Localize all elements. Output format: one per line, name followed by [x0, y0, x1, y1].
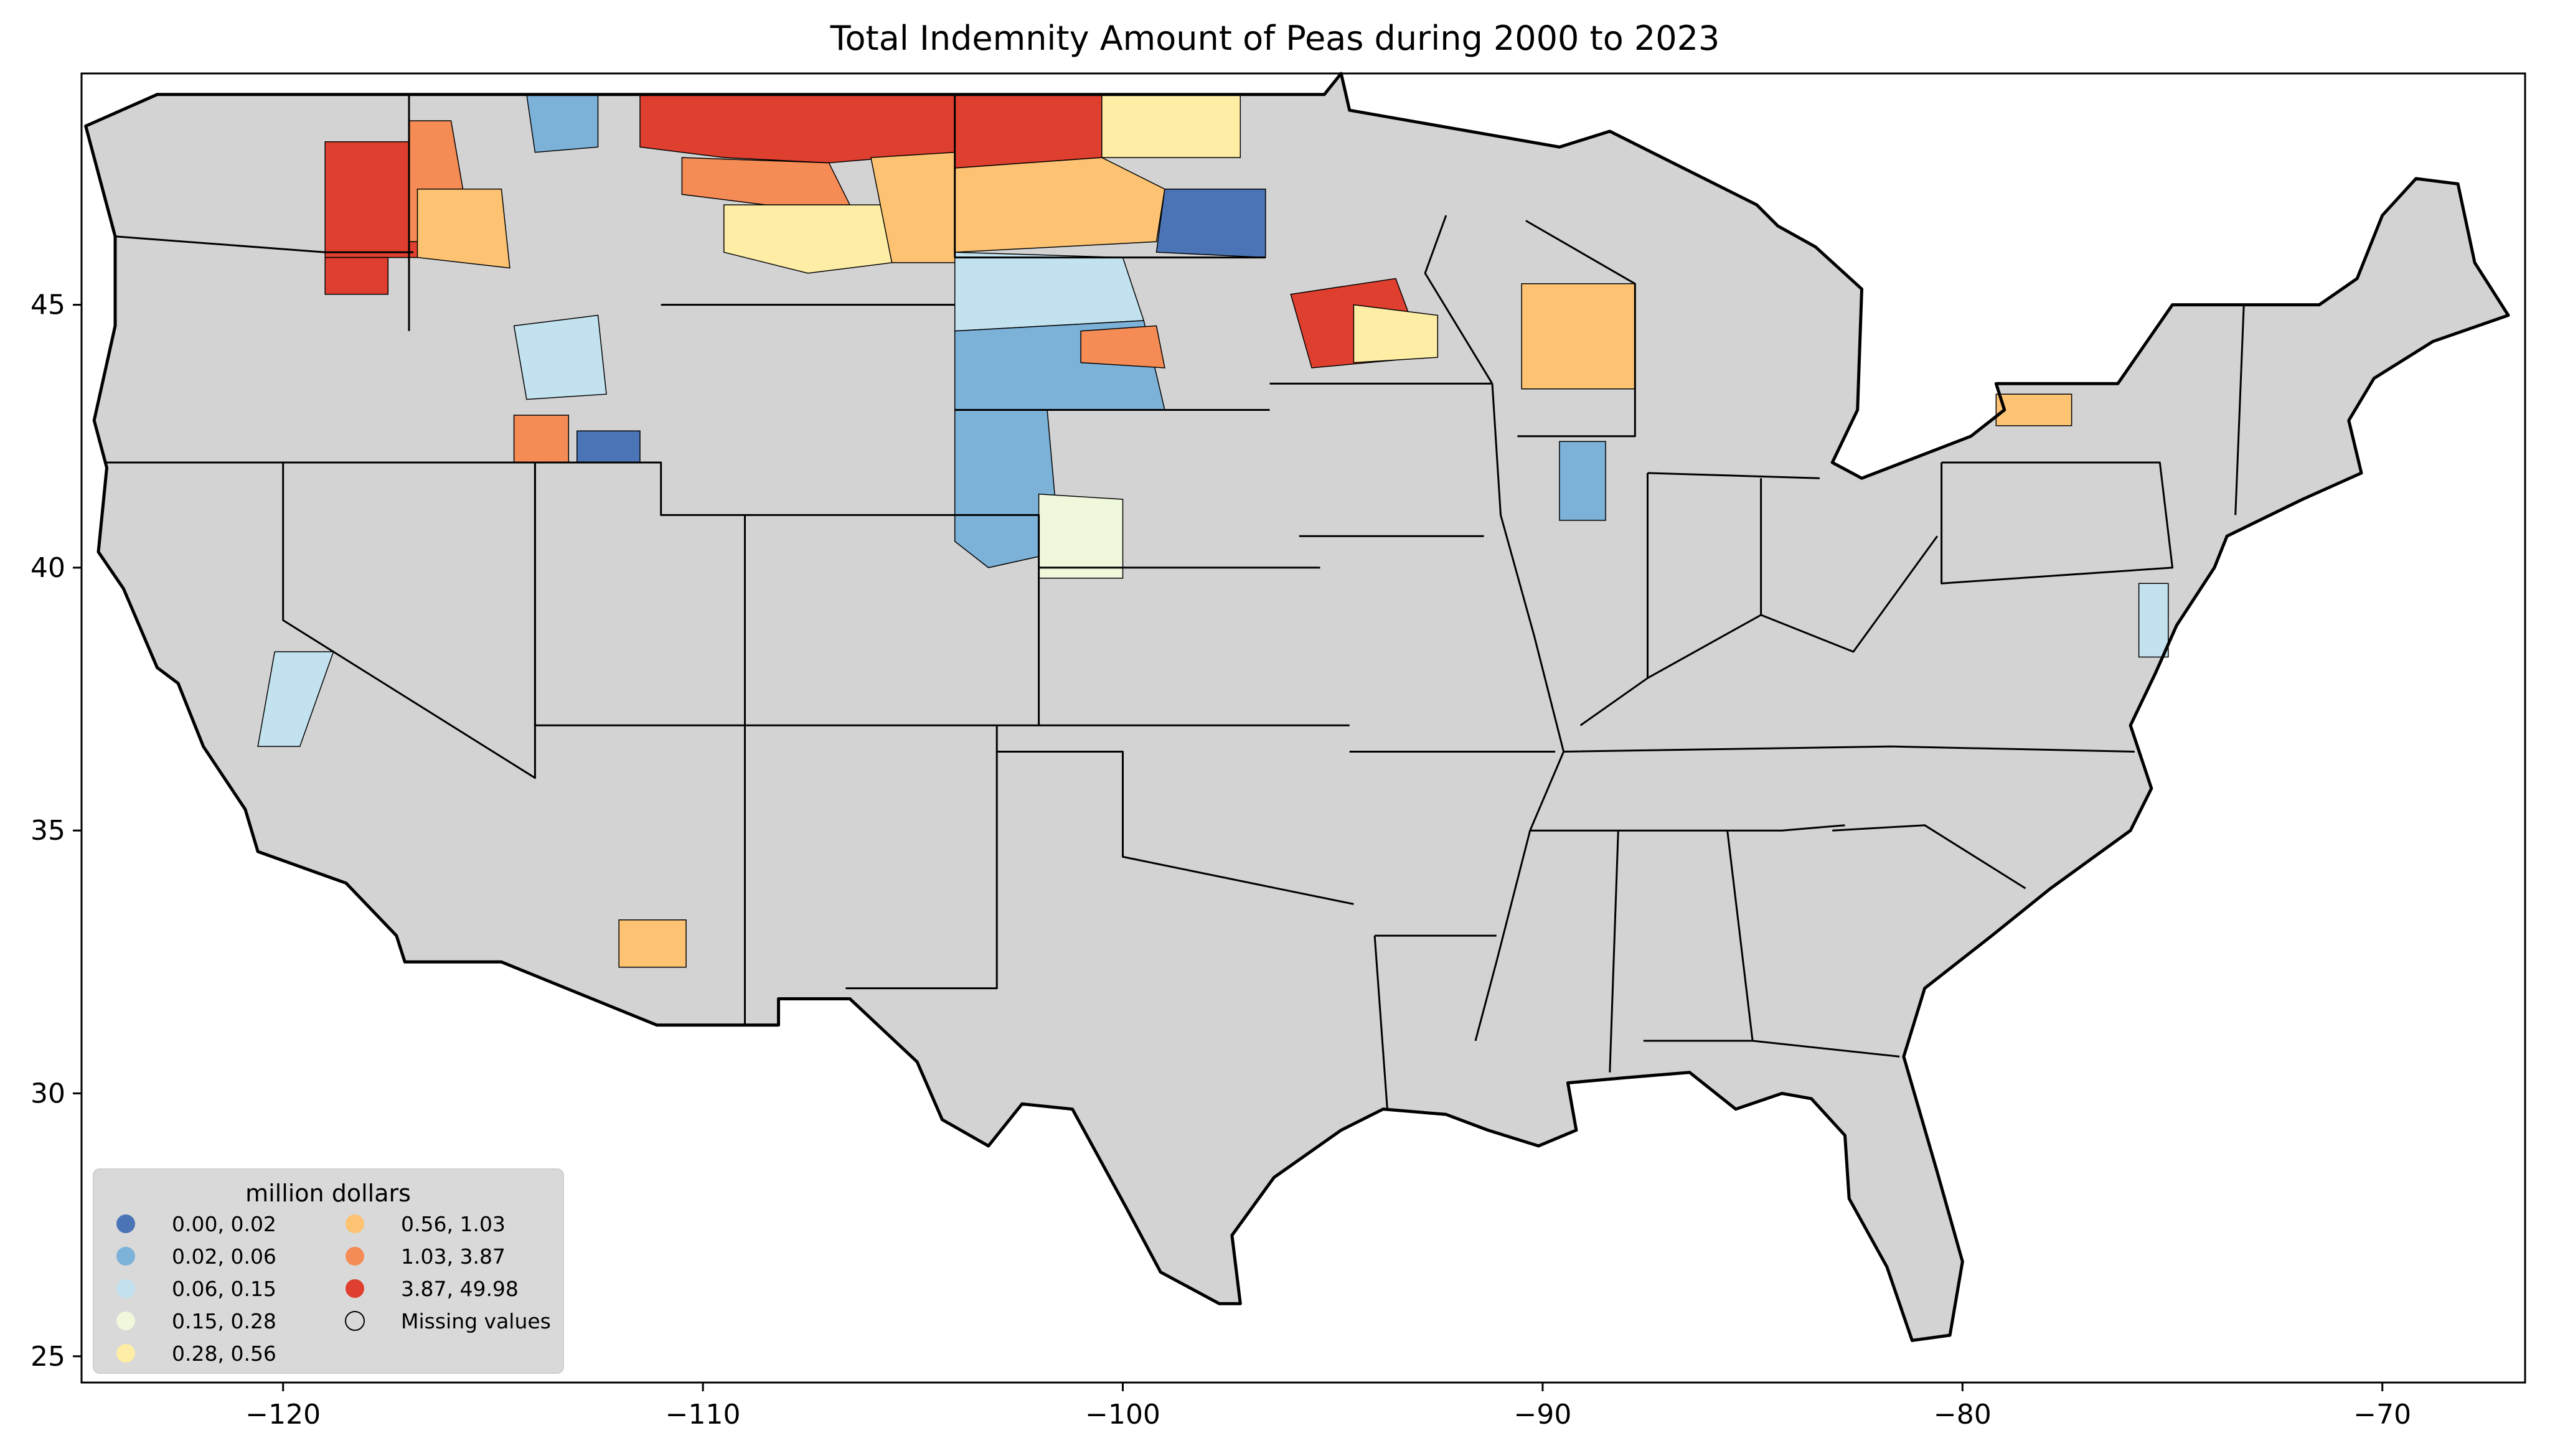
border-line-ok-tx [997, 751, 1354, 905]
region-idaho-se [576, 430, 641, 463]
border-line-sc-nc [1832, 824, 2026, 890]
x-tick-label: −90 [1513, 1399, 1571, 1430]
legend-swatch [116, 1214, 135, 1233]
border-line-mi-oh [1647, 472, 1820, 479]
region-minnesota-central [1353, 304, 1439, 364]
border-line-ky-tn [1563, 745, 2135, 753]
legend-swatch [116, 1312, 135, 1330]
x-axis: −120 −110 −100 −90 −80 −70 [245, 1383, 2411, 1430]
region-montana-central [681, 157, 851, 205]
y-axis: 25 30 35 40 45 [31, 289, 82, 1373]
region-idaho-sw [513, 415, 570, 463]
legend-swatch [346, 1279, 364, 1298]
region-arizona-south [618, 919, 687, 968]
legend-label: 0.02, 0.06 [172, 1244, 276, 1269]
border-line-al-ms [1609, 830, 1619, 1073]
legend-box [93, 1168, 564, 1374]
region-south-dakota-mid [1080, 325, 1165, 369]
y-tick-label: 25 [31, 1341, 65, 1373]
state-layer [84, 72, 2510, 1342]
legend-label: 3.87, 49.98 [401, 1277, 519, 1301]
legend-swatch [346, 1247, 364, 1266]
legend-swatch [116, 1279, 135, 1298]
border-line-pa [1941, 461, 2173, 585]
x-tick-label: −80 [1934, 1399, 1992, 1430]
legend-label: 0.28, 0.56 [172, 1341, 276, 1366]
region-montana-south [723, 204, 893, 274]
x-tick-label: −70 [2353, 1399, 2411, 1430]
border-line-mn-wi [1424, 215, 1494, 385]
region-south-dakota-nw [954, 251, 1145, 332]
legend-label: Missing values [401, 1309, 551, 1333]
legend-label: 0.56, 1.03 [401, 1212, 506, 1236]
legend: million dollars 0.00, 0.02 0.02, 0.06 0.06… [93, 1168, 564, 1374]
region-montana-north [639, 94, 956, 164]
map-title: Total Indemnity Amount of Peas during 20… [830, 19, 1720, 58]
region-montana-nw [526, 94, 599, 153]
legend-swatch [116, 1344, 135, 1363]
legend-swatch [345, 1311, 365, 1331]
border-line-la-tx [1373, 935, 1388, 1109]
border-line-wa-or [115, 235, 413, 253]
border-line-tn-south [1530, 824, 1845, 832]
y-tick-label: 35 [31, 815, 65, 847]
region-illinois-north [1559, 441, 1606, 521]
legend-swatch [346, 1214, 364, 1233]
x-tick-label: −120 [245, 1399, 321, 1430]
region-layer [257, 94, 2169, 968]
border-line-ny-ne [2234, 304, 2245, 515]
region-new-york-west [1995, 393, 2072, 426]
region-north-dakota-ne [1101, 94, 1241, 158]
region-idaho-south [513, 314, 607, 400]
border-usa-outline [84, 72, 2510, 1342]
legend-label: 0.15, 0.28 [172, 1309, 276, 1333]
region-california-central [257, 651, 334, 747]
region-delaware [2138, 583, 2169, 658]
y-tick-label: 40 [31, 552, 65, 584]
region-nebraska-sw [1038, 493, 1124, 579]
legend-label: 0.06, 0.15 [172, 1277, 276, 1301]
legend-title: million dollars [245, 1180, 411, 1207]
legend-label: 1.03, 3.87 [401, 1244, 506, 1269]
border-line-nm-tx [845, 725, 998, 990]
legend-label: 0.00, 0.02 [172, 1212, 276, 1236]
region-north-dakota-east [1155, 189, 1266, 258]
border-line-wi-mi [1517, 220, 1636, 438]
y-tick-label: 30 [31, 1078, 65, 1109]
y-tick-label: 45 [31, 289, 65, 321]
region-oregon-ne [324, 256, 389, 295]
region-idaho-palouse [416, 189, 510, 269]
legend-swatch [116, 1247, 135, 1266]
x-tick-label: −100 [1085, 1399, 1160, 1430]
region-north-dakota-west [954, 94, 1103, 169]
x-tick-label: −110 [666, 1399, 741, 1430]
border-line-al-ga [1726, 830, 1754, 1041]
region-wisconsin-central [1521, 283, 1636, 390]
